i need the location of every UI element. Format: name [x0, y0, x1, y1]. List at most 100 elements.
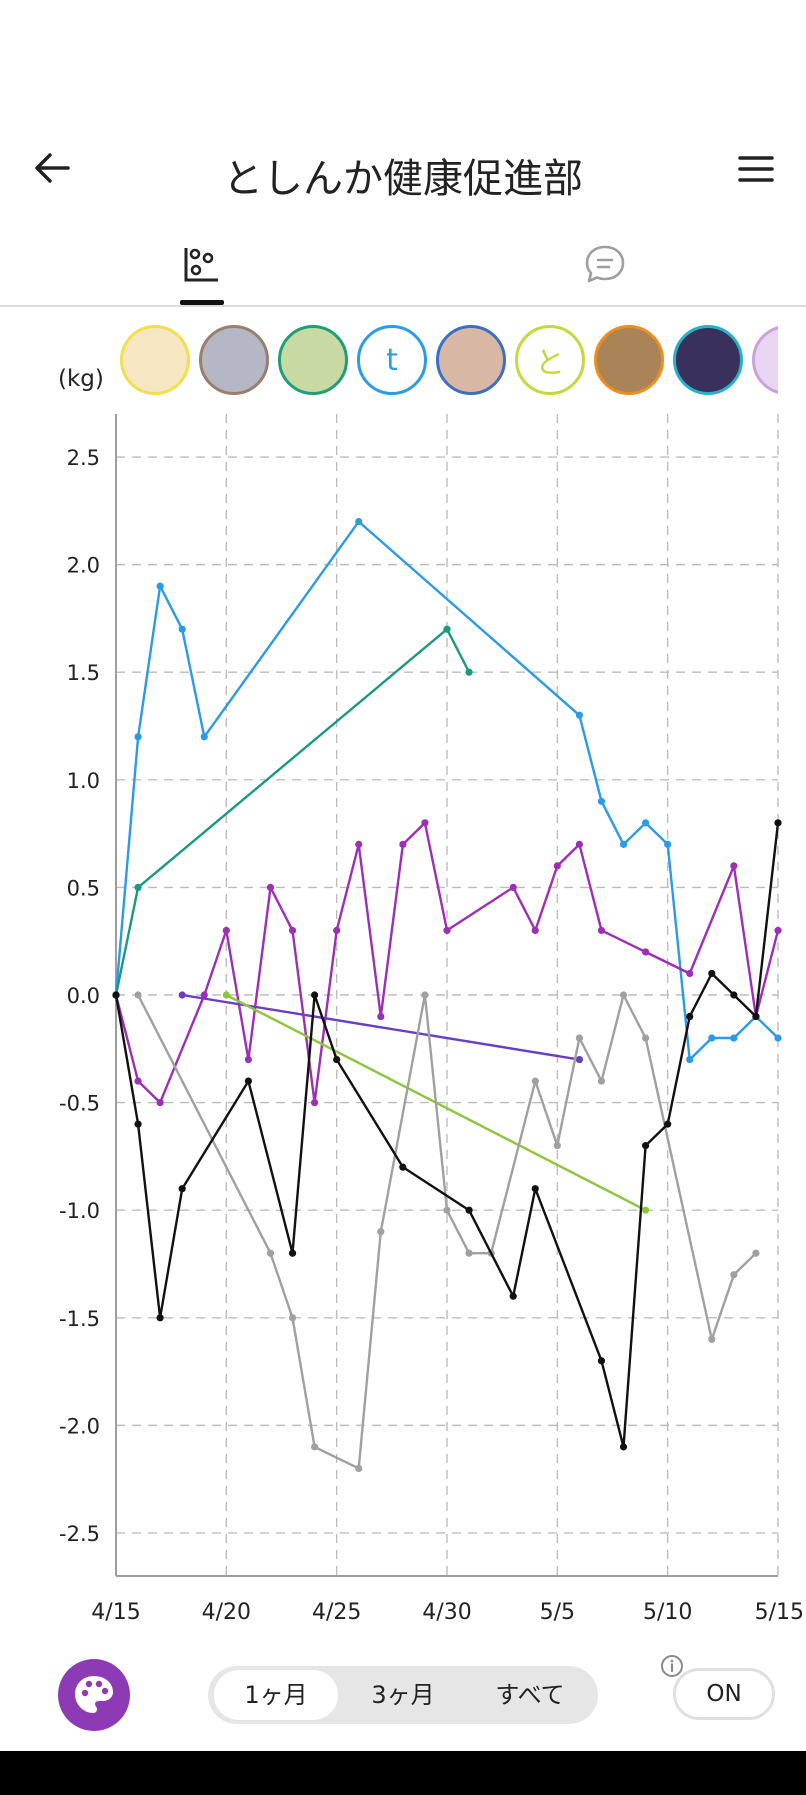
- data-point: [465, 668, 473, 676]
- data-point: [333, 1055, 341, 1064]
- data-point: [575, 1034, 584, 1042]
- data-point: [619, 1443, 628, 1451]
- y-tick-label: 2.0: [67, 554, 100, 578]
- data-point: [509, 1292, 517, 1300]
- info-icon[interactable]: [660, 1654, 684, 1678]
- data-point: [377, 1012, 385, 1021]
- tab-graph[interactable]: [0, 228, 403, 304]
- member-avatar[interactable]: t: [357, 325, 427, 395]
- data-point: [421, 991, 429, 999]
- y-tick-label: -0.5: [59, 1092, 100, 1116]
- y-tick-label: 0.5: [67, 876, 100, 900]
- toggle-on-button[interactable]: ON: [673, 1668, 775, 1720]
- data-point: [686, 969, 694, 978]
- data-point: [664, 840, 672, 848]
- x-tick-label: 4/15: [91, 1600, 140, 1625]
- data-point: [642, 948, 650, 956]
- y-tick-label: 0.0: [67, 984, 100, 1008]
- data-point: [222, 926, 230, 935]
- data-point: [752, 1249, 760, 1257]
- data-point: [597, 926, 606, 935]
- y-tick-label: -2.5: [59, 1522, 100, 1546]
- data-point: [465, 1249, 473, 1257]
- data-point: [531, 1077, 539, 1085]
- data-point: [443, 926, 451, 935]
- data-point: [708, 1335, 716, 1343]
- member-avatar[interactable]: [752, 325, 778, 395]
- data-point: [311, 991, 319, 999]
- data-point: [708, 969, 716, 978]
- y-tick-label: -1.0: [59, 1199, 100, 1223]
- y-axis-unit: (kg): [58, 366, 104, 392]
- tab-indicator: [180, 300, 224, 305]
- data-point: [288, 1314, 297, 1322]
- member-avatar[interactable]: [199, 325, 269, 395]
- data-point: [134, 991, 142, 999]
- data-point: [730, 1271, 738, 1279]
- data-point: [134, 1120, 142, 1128]
- arrow-left-icon[interactable]: [28, 148, 76, 188]
- data-point: [112, 991, 120, 999]
- hamburger-menu-icon[interactable]: [736, 152, 776, 186]
- data-point: [575, 1055, 584, 1064]
- series-line: [114, 627, 471, 996]
- weight-change-chart: 2.5 2.0 1.5 1.0 0.5 0.0 -0.5 -1.0 -1.5 -2.0 -2.5 4/…: [59, 414, 804, 1625]
- data-point: [244, 1077, 252, 1085]
- data-point: [465, 1206, 473, 1214]
- avatar-initial: と: [535, 346, 565, 381]
- member-avatar[interactable]: [120, 325, 190, 395]
- data-point: [355, 517, 363, 526]
- period-all[interactable]: すべて: [495, 1681, 565, 1709]
- data-point: [642, 819, 650, 827]
- data-point: [619, 991, 628, 999]
- palette-button[interactable]: [58, 1659, 130, 1731]
- period-3-months[interactable]: 3ヶ月: [371, 1681, 435, 1709]
- data-point: [156, 1098, 164, 1107]
- x-tick-label: 4/30: [422, 1600, 471, 1625]
- y-tick-label: -1.5: [59, 1307, 100, 1331]
- data-point: [377, 1228, 385, 1236]
- data-point: [443, 1206, 451, 1214]
- member-avatar[interactable]: [436, 325, 506, 395]
- data-point: [156, 582, 164, 590]
- x-tick-label: 4/20: [202, 1600, 251, 1625]
- data-point: [355, 1464, 363, 1473]
- data-point: [730, 991, 738, 999]
- tab-bar: [0, 228, 806, 306]
- data-point: [399, 840, 407, 848]
- data-point: [686, 1055, 694, 1064]
- data-point: [200, 733, 208, 741]
- data-point: [222, 991, 230, 999]
- avatar-initial: t: [386, 342, 398, 378]
- data-point: [178, 625, 186, 633]
- period-1-month[interactable]: 1ヶ月: [214, 1670, 338, 1720]
- data-point: [266, 1249, 275, 1257]
- data-point: [553, 1142, 561, 1150]
- data-point: [774, 1034, 782, 1042]
- data-point: [421, 819, 429, 827]
- data-point: [642, 1034, 650, 1042]
- data-point: [288, 1249, 297, 1257]
- data-point: [134, 1077, 142, 1085]
- data-point: [266, 883, 275, 892]
- palette-icon: [75, 1676, 113, 1713]
- member-avatar[interactable]: と: [515, 325, 585, 395]
- data-point: [597, 1357, 606, 1365]
- member-avatar[interactable]: [278, 325, 348, 395]
- data-point: [642, 1142, 650, 1150]
- y-tick-label: 2.5: [67, 446, 100, 470]
- member-avatar[interactable]: [673, 325, 743, 395]
- y-tick-label: 1.5: [67, 661, 100, 685]
- data-point: [774, 926, 782, 935]
- data-point: [553, 862, 561, 870]
- data-point: [156, 1314, 164, 1322]
- app-header: としんか健康促進部: [0, 0, 806, 300]
- member-avatar[interactable]: [594, 325, 664, 395]
- tab-divider: [0, 305, 806, 307]
- data-point: [619, 840, 628, 848]
- data-point: [399, 1163, 407, 1171]
- data-point: [178, 1185, 186, 1193]
- tab-chat[interactable]: [403, 228, 806, 304]
- data-point: [134, 733, 142, 741]
- x-tick-label: 5/15: [755, 1600, 804, 1625]
